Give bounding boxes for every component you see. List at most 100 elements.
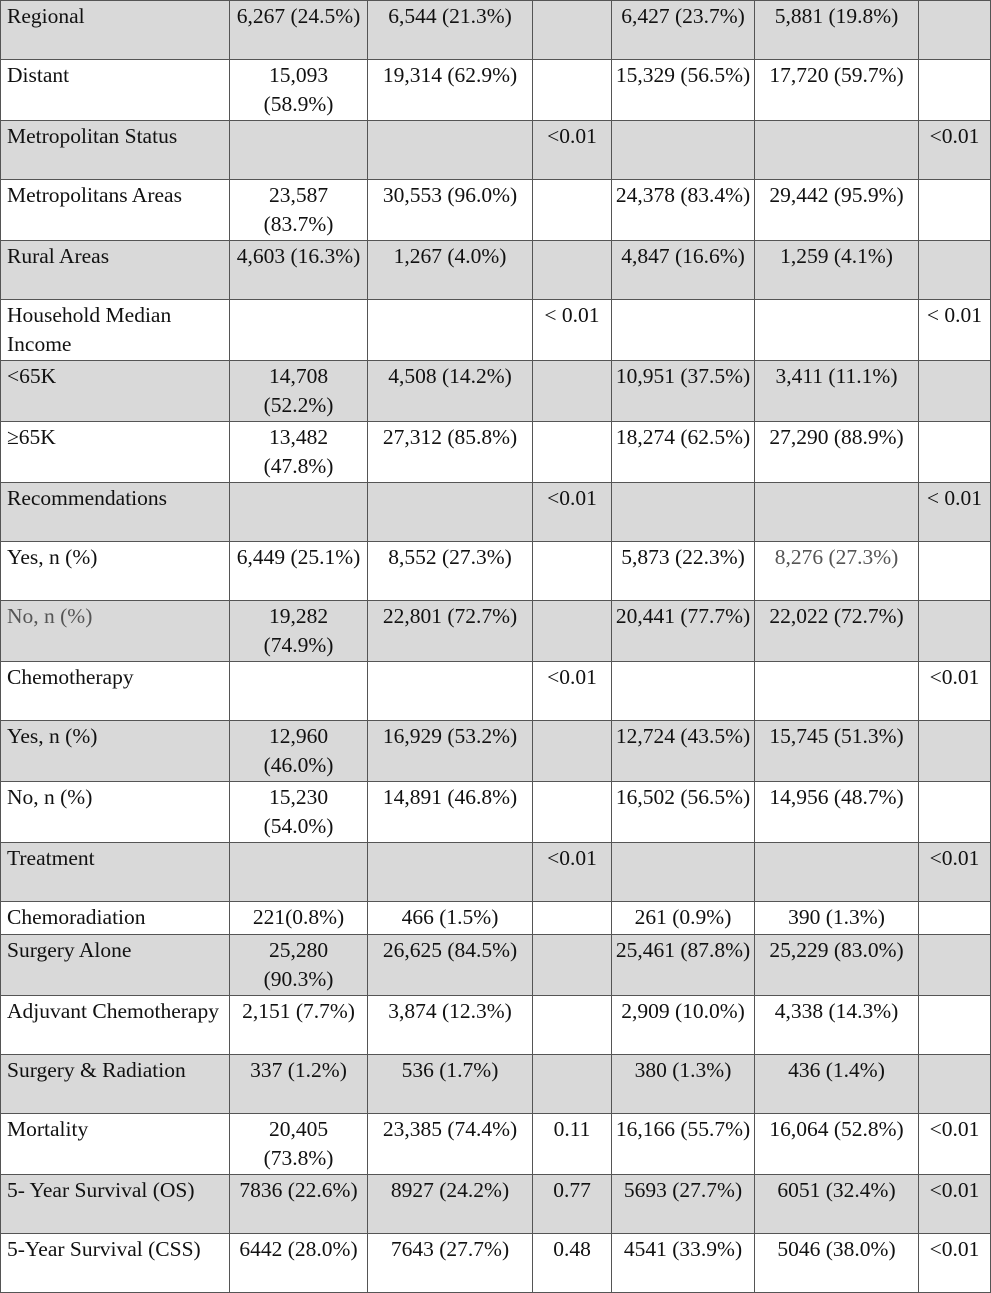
table-cell: 30,553 (96.0%)	[367, 179, 533, 241]
table-cell	[229, 842, 368, 902]
table-cell: 23,385 (74.4%)	[367, 1113, 533, 1175]
table-cell	[229, 120, 368, 180]
row-label: Metropolitan Status	[0, 120, 230, 180]
table-cell: 7836 (22.6%)	[229, 1174, 368, 1234]
table-cell: 221(0.8%)	[229, 901, 368, 935]
row-label: Mortality	[0, 1113, 230, 1175]
table-cell: <0.01	[532, 661, 612, 721]
table-cell	[611, 661, 755, 721]
table-row: Rural Areas 4,603 (16.3%) 1,267 (4.0%) 4…	[0, 240, 991, 300]
table-cell	[754, 120, 919, 180]
row-label: Recommendations	[0, 482, 230, 542]
row-label: Surgery Alone	[0, 934, 230, 996]
table-cell: 15,230 (54.0%)	[229, 781, 368, 843]
table-row: Surgery & Radiation 337 (1.2%) 536 (1.7%…	[0, 1054, 991, 1114]
table-row: Distant 15,093 (58.9%) 19,314 (62.9%) 15…	[0, 59, 991, 121]
table-cell	[918, 240, 991, 300]
table-row: 5-Year Survival (CSS) 6442 (28.0%) 7643 …	[0, 1233, 991, 1293]
table-cell: 3,411 (11.1%)	[754, 360, 919, 422]
table-cell	[754, 661, 919, 721]
table-cell: 4,508 (14.2%)	[367, 360, 533, 422]
table-cell	[611, 842, 755, 902]
table-cell: 19,282 (74.9%)	[229, 600, 368, 662]
table-cell: <0.01	[918, 120, 991, 180]
row-label: Household Median Income	[0, 299, 230, 361]
table-cell: 14,708 (52.2%)	[229, 360, 368, 422]
table-cell: 15,329 (56.5%)	[611, 59, 755, 121]
table-cell: 14,956 (48.7%)	[754, 781, 919, 843]
table-cell: 16,166 (55.7%)	[611, 1113, 755, 1175]
table-cell	[918, 781, 991, 843]
row-label: Yes, n (%)	[0, 720, 230, 782]
table-cell: 0.11	[532, 1113, 612, 1175]
table-row: Regional 6,267 (24.5%) 6,544 (21.3%) 6,4…	[0, 0, 991, 60]
table-cell	[532, 179, 612, 241]
table-cell	[611, 120, 755, 180]
table-cell: < 0.01	[918, 482, 991, 542]
table-cell: < 0.01	[918, 299, 991, 361]
row-label: Surgery & Radiation	[0, 1054, 230, 1114]
table-row: <65K 14,708 (52.2%) 4,508 (14.2%) 10,951…	[0, 360, 991, 422]
table-cell: 25,280 (90.3%)	[229, 934, 368, 996]
table-cell	[532, 541, 612, 601]
table-cell: 3,874 (12.3%)	[367, 995, 533, 1055]
table-cell	[918, 59, 991, 121]
row-label: Regional	[0, 0, 230, 60]
table-cell	[532, 720, 612, 782]
table-cell	[918, 995, 991, 1055]
table-cell	[918, 600, 991, 662]
table-cell	[532, 600, 612, 662]
table-cell: 7643 (27.7%)	[367, 1233, 533, 1293]
table-cell: 380 (1.3%)	[611, 1054, 755, 1114]
row-label: Distant	[0, 59, 230, 121]
table-row: Treatment <0.01 <0.01	[0, 842, 991, 902]
table-cell: 436 (1.4%)	[754, 1054, 919, 1114]
table-cell: <0.01	[532, 120, 612, 180]
table-row: Chemoradiation 221(0.8%) 466 (1.5%) 261 …	[0, 901, 991, 935]
table-cell: 13,482 (47.8%)	[229, 421, 368, 483]
table-cell: 12,960 (46.0%)	[229, 720, 368, 782]
table-cell: 261 (0.9%)	[611, 901, 755, 935]
table-cell: 4,847 (16.6%)	[611, 240, 755, 300]
table-cell	[229, 482, 368, 542]
table-cell: <0.01	[918, 661, 991, 721]
table-cell: < 0.01	[532, 299, 612, 361]
table-cell: 2,151 (7.7%)	[229, 995, 368, 1055]
table-row: Recommendations <0.01 < 0.01	[0, 482, 991, 542]
table-cell: 4,603 (16.3%)	[229, 240, 368, 300]
table-cell: 4,338 (14.3%)	[754, 995, 919, 1055]
table-cell: 8927 (24.2%)	[367, 1174, 533, 1234]
table-cell	[229, 299, 368, 361]
table-cell	[918, 720, 991, 782]
table-cell: 6,544 (21.3%)	[367, 0, 533, 60]
table-cell: 1,267 (4.0%)	[367, 240, 533, 300]
table-cell	[754, 842, 919, 902]
table-row: Mortality 20,405 (73.8%) 23,385 (74.4%) …	[0, 1113, 991, 1175]
table-cell: <0.01	[918, 1174, 991, 1234]
table-row: Household Median Income < 0.01 < 0.01	[0, 299, 991, 361]
table-cell: 5046 (38.0%)	[754, 1233, 919, 1293]
table-cell	[532, 934, 612, 996]
table-row: 5- Year Survival (OS) 7836 (22.6%) 8927 …	[0, 1174, 991, 1234]
table-cell: 6,427 (23.7%)	[611, 0, 755, 60]
table-cell	[229, 661, 368, 721]
table-row: Surgery Alone 25,280 (90.3%) 26,625 (84.…	[0, 934, 991, 996]
table-cell: 20,405 (73.8%)	[229, 1113, 368, 1175]
table-cell: 18,274 (62.5%)	[611, 421, 755, 483]
table-cell	[611, 299, 755, 361]
table-cell	[918, 360, 991, 422]
table-cell: 1,259 (4.1%)	[754, 240, 919, 300]
table-cell	[532, 0, 612, 60]
table-row: Yes, n (%) 6,449 (25.1%) 8,552 (27.3%) 5…	[0, 541, 991, 601]
table-cell	[918, 901, 991, 935]
table-cell	[367, 299, 533, 361]
row-label: No, n (%)	[0, 781, 230, 843]
table-cell: 6051 (32.4%)	[754, 1174, 919, 1234]
table-cell	[754, 482, 919, 542]
table-cell: <0.01	[918, 1233, 991, 1293]
table-row: No, n (%) 19,282 (74.9%) 22,801 (72.7%) …	[0, 600, 991, 662]
row-label: Chemoradiation	[0, 901, 230, 935]
table-row: Yes, n (%) 12,960 (46.0%) 16,929 (53.2%)…	[0, 720, 991, 782]
table-cell: 8,552 (27.3%)	[367, 541, 533, 601]
table-cell: <0.01	[532, 482, 612, 542]
